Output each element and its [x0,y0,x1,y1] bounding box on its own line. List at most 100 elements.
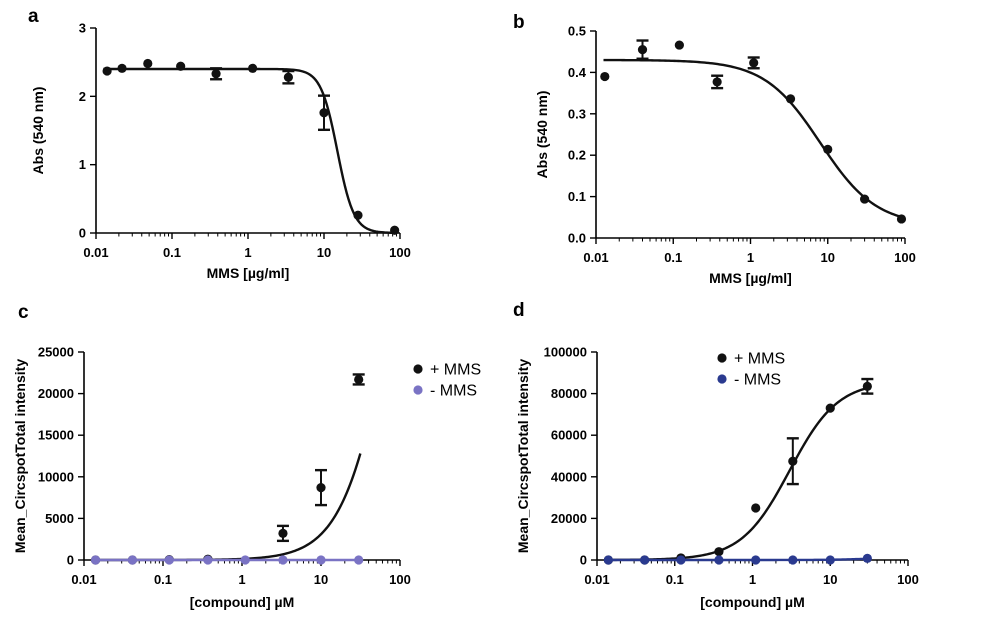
data-point [751,555,761,565]
legend-label: - MMS [430,383,477,400]
panel-letter: b [513,12,525,33]
data-point [825,403,835,413]
data-point [143,58,153,69]
legend-marker [717,353,727,363]
data-point [127,555,138,565]
data-point [637,45,648,55]
x-tick-label: 100 [894,250,916,265]
y-tick-label: 0.1 [568,189,586,204]
x-tick-label: 0.01 [83,245,108,260]
y-tick-label: 20000 [38,386,74,401]
y-tick-label: 5000 [45,511,74,526]
x-tick-label: 0.01 [584,572,609,587]
x-tick-label: 1 [238,572,245,587]
x-tick-label: 0.1 [666,572,684,587]
x-tick-label: 100 [389,245,411,260]
data-point [674,40,684,50]
legend-marker [413,385,423,395]
x-axis-title: [compound] µM [190,594,295,610]
panel-b: b 0.0 0.1 0.2 0.3 0.4 0.5 0.01 0.1 1 10 100 MMS [µg/… [513,12,916,286]
panel-a: a 0 1 2 3 0.01 0.1 1 10 100 MMS [µg/ml] Abs (540 nm… [28,6,411,281]
y-tick-label: 0.0 [568,231,586,246]
x-tick-label: 10 [314,572,328,587]
data-point [248,63,258,73]
y-tick-label: 40000 [551,469,587,484]
data-point [211,69,221,79]
y-tick-label: 10000 [38,469,74,484]
data-point [354,374,364,385]
panel-letter: d [513,300,525,321]
y-axis-title: Abs (540 nm) [30,87,46,175]
x-axis-title: MMS [µg/ml] [207,265,290,281]
y-tick-label: 100000 [544,345,587,360]
y-axis-title: Mean_CircspotTotal intensity [515,359,531,553]
data-point [316,483,326,493]
data-point [354,555,364,565]
y-tick-label: 2 [79,89,86,104]
data-point [240,555,250,565]
data-point [862,381,872,391]
y-tick-label: 1 [79,157,86,172]
legend-label: + MMS [430,362,481,379]
data-point [278,528,288,538]
data-point [102,66,112,76]
y-tick-label: 80000 [551,386,587,401]
y-tick-label: 0.4 [568,65,587,80]
data-point [603,555,613,565]
data-point [751,503,761,513]
data-point [353,210,363,220]
x-tick-label: 1 [749,572,756,587]
data-point [714,555,724,565]
x-tick-label: 0.1 [154,572,172,587]
data-point [749,58,759,68]
y-tick-label: 60000 [551,428,587,443]
data-point [788,555,798,565]
data-point [788,456,798,466]
panel-c: c 0 5000 10000 15000 20000 25000 0.01 0.1 1 10 100 [… [12,302,481,610]
data-point [176,61,186,71]
legend-marker [717,374,727,384]
x-tick-label: 10 [821,250,835,265]
data-point [203,555,213,565]
data-point [278,555,288,565]
x-axis-title: [compound] µM [700,594,805,610]
data-point [319,108,329,118]
y-tick-label: 0.2 [568,148,586,163]
y-tick-label: 15000 [38,428,74,443]
y-tick-label: 0 [79,226,86,241]
panel-d: d 0 20000 40000 60000 80000 100000 0.01 0.1 1 10 10… [513,300,919,610]
fit-curve [604,386,870,562]
data-point [712,77,722,87]
y-axis-title: Abs (540 nm) [534,91,550,179]
data-point [862,553,872,563]
data-point [600,71,610,82]
data-point [90,555,101,565]
data-point [117,63,127,73]
y-tick-label: 3 [79,21,86,36]
x-tick-label: 0.1 [664,250,682,265]
data-point [825,555,835,565]
x-axis-title: MMS [µg/ml] [709,270,792,286]
x-tick-label: 1 [747,250,754,265]
y-tick-label: 0.3 [568,106,586,121]
x-tick-label: 10 [823,572,837,587]
x-tick-label: 0.01 [583,250,608,265]
panel-letter: c [18,302,29,323]
legend-label: + MMS [734,351,785,368]
data-point [676,555,686,565]
fit-curve [603,58,904,219]
data-point [283,72,293,82]
data-point [823,144,833,155]
x-tick-label: 0.1 [163,245,181,260]
legend-label: - MMS [734,372,781,389]
data-point [785,94,796,104]
fit-curve [103,67,397,235]
data-point [714,547,724,557]
legend-marker [413,364,423,374]
y-tick-label: 20000 [551,511,587,526]
data-point [164,555,174,565]
y-tick-label: 0.5 [568,24,586,39]
data-point [860,194,870,204]
data-point [896,214,907,224]
x-tick-label: 10 [317,245,331,260]
